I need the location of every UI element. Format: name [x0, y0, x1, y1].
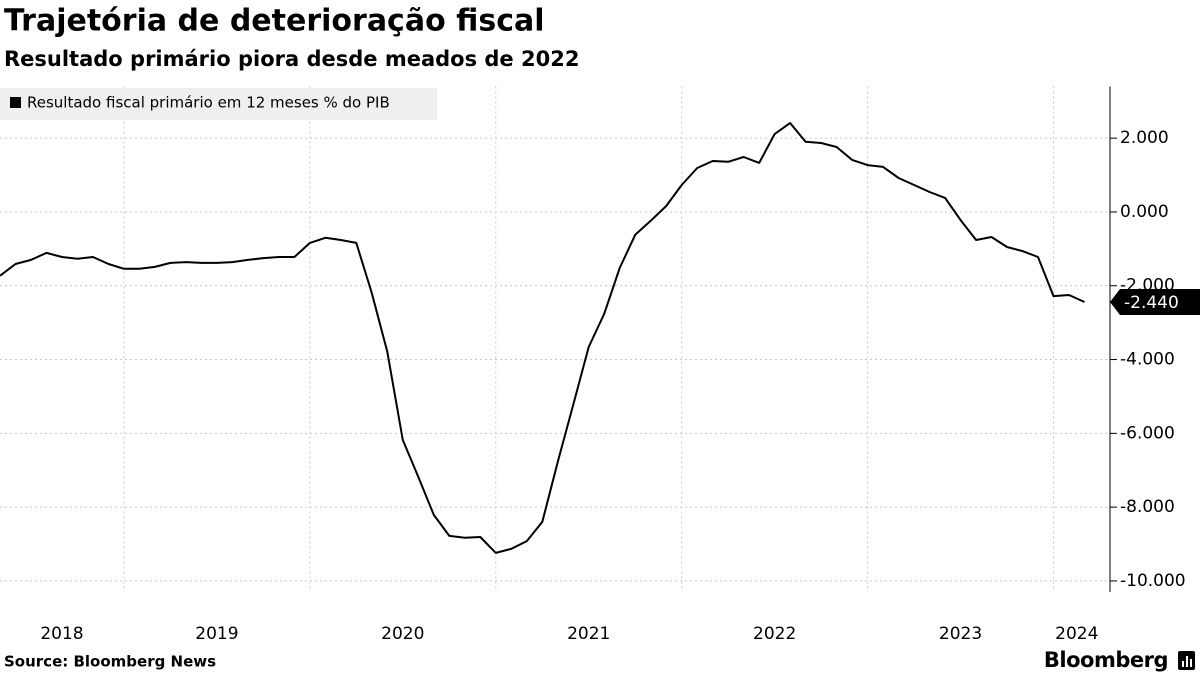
x-tick-label: 2024 — [1055, 624, 1098, 644]
value-label-box — [1110, 288, 1200, 315]
y-tick-label: 0.000 — [1120, 202, 1169, 222]
legend-swatch — [10, 97, 21, 108]
y-tick-label: -8.000 — [1120, 497, 1175, 517]
value-label: -2.440 — [1124, 293, 1179, 313]
y-tick-label: -4.000 — [1120, 350, 1175, 370]
chart-subtitle: Resultado primário piora desde meados de… — [4, 47, 579, 71]
legend-label: Resultado fiscal primário em 12 meses % … — [27, 94, 390, 112]
x-tick-label: 2023 — [939, 624, 982, 644]
source: Source: Bloomberg News — [4, 653, 216, 671]
chart-title: Trajetória de deterioração fiscal — [4, 4, 545, 39]
y-tick-label: -6.000 — [1120, 423, 1175, 443]
x-tick-label: 2021 — [567, 624, 610, 644]
x-tick-label: 2018 — [40, 624, 83, 644]
x-tick-label: 2020 — [381, 624, 424, 644]
x-tick-label: 2022 — [753, 624, 796, 644]
y-tick-label: -10.000 — [1120, 571, 1186, 591]
legend-box — [0, 88, 437, 120]
y-tick-label: 2.000 — [1120, 128, 1169, 148]
x-tick-label: 2019 — [195, 624, 238, 644]
brand-icon — [1178, 651, 1195, 670]
brand: Bloomberg — [1044, 648, 1168, 672]
line — [0, 122, 1085, 554]
